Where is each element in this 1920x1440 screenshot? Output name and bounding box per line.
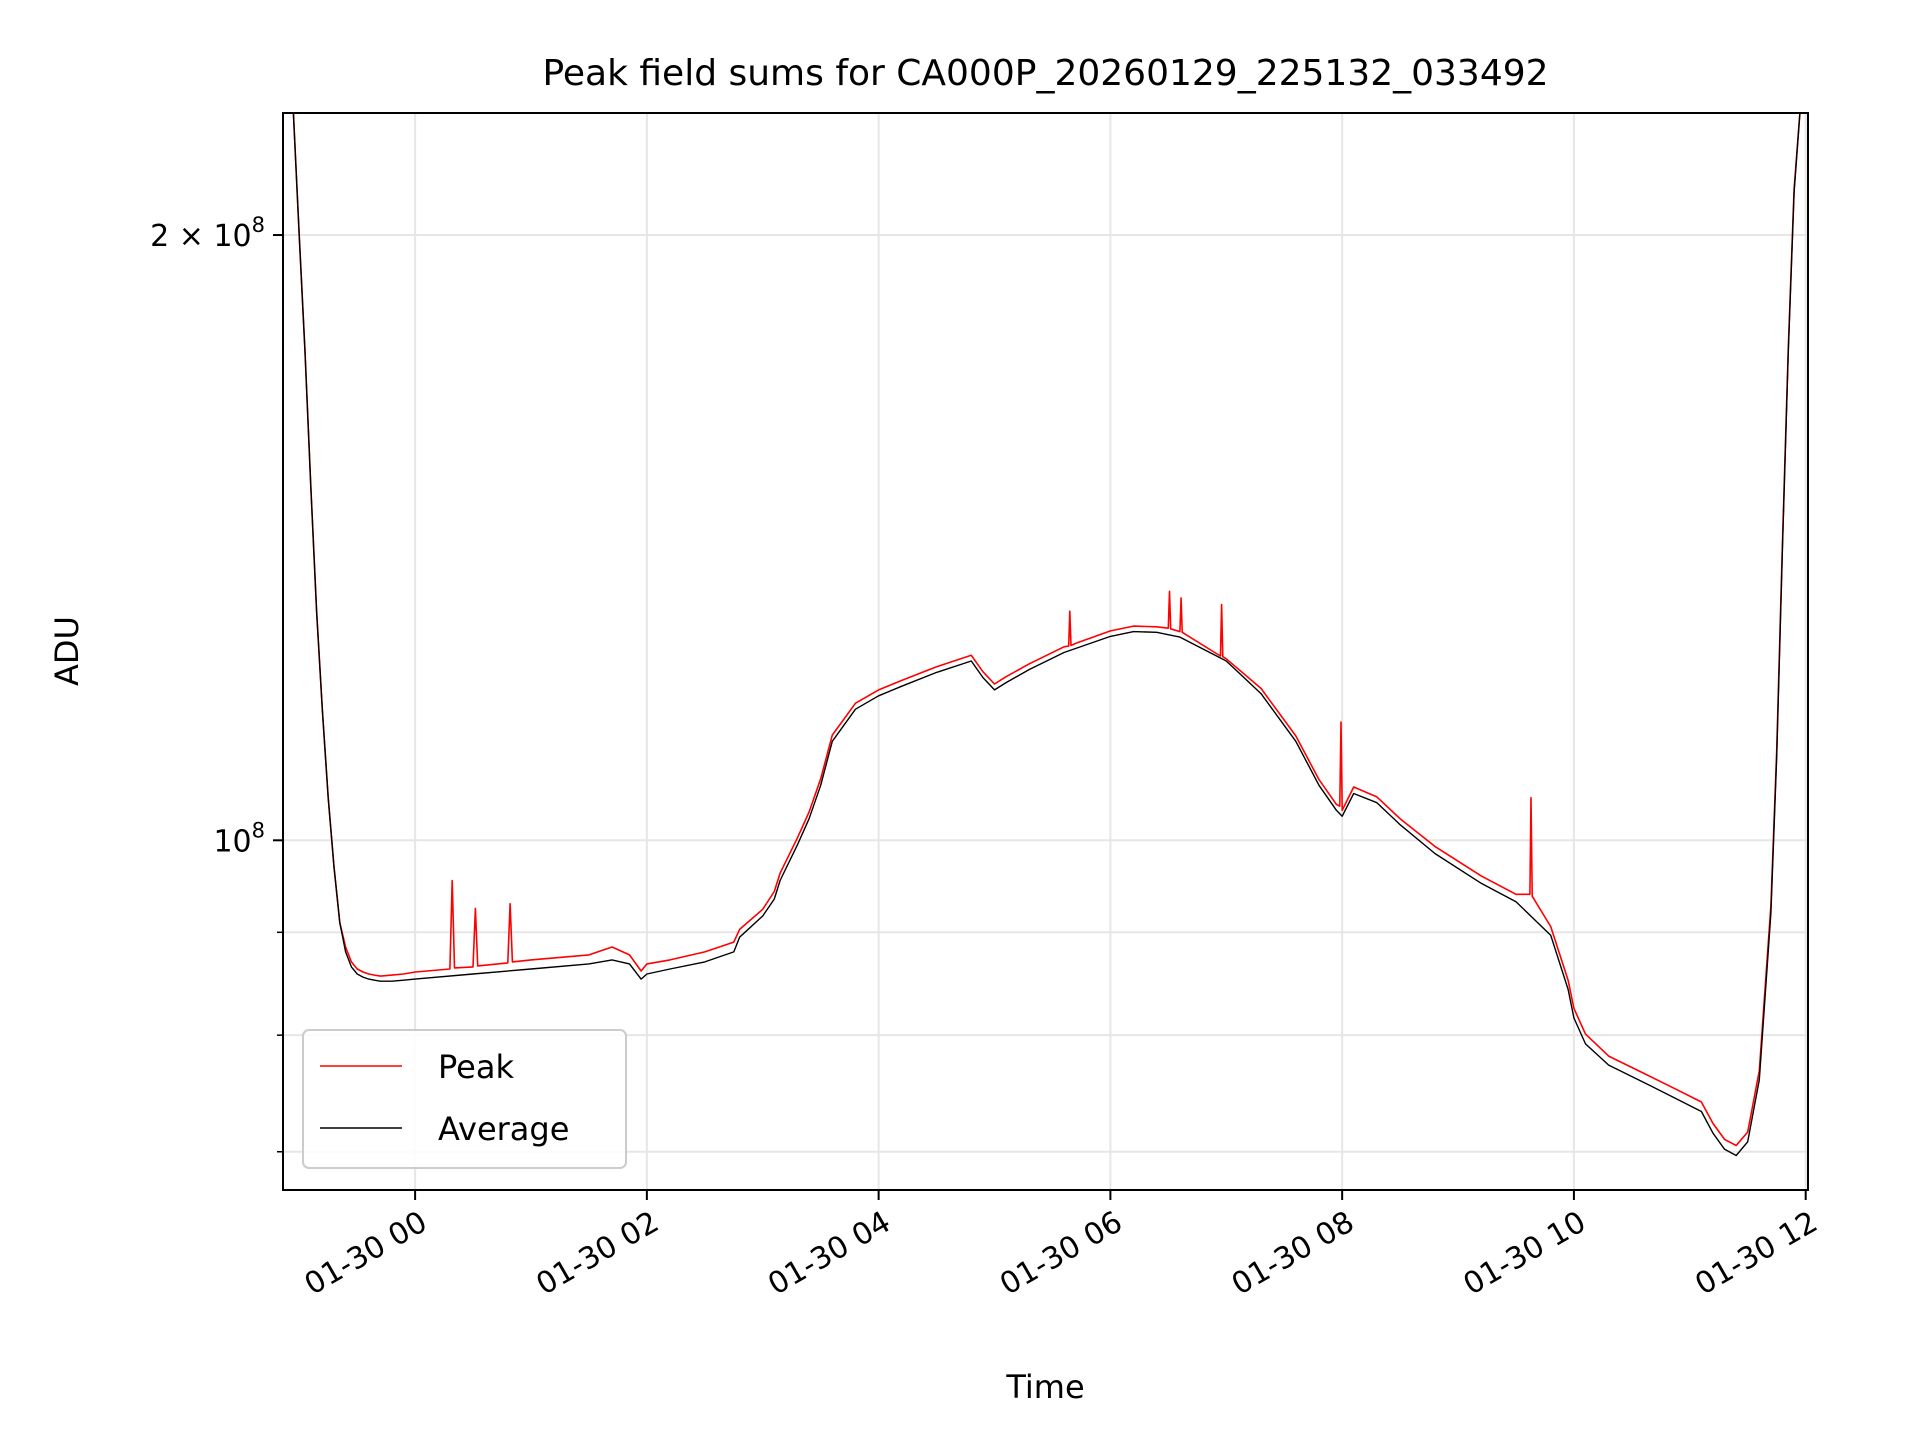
legend: Peak Average <box>302 1029 627 1169</box>
legend-peak-label: Peak <box>438 1048 514 1086</box>
series-line-average <box>292 113 1801 1157</box>
series-line-peak <box>292 113 1801 1147</box>
y-tick-label: 2 × 108 <box>150 213 265 254</box>
chart-title: Peak field sums for CA000P_20260129_2251… <box>542 53 1548 94</box>
legend-box <box>302 1029 627 1169</box>
y-tick-label: 108 <box>213 818 265 859</box>
legend-average-label: Average <box>438 1110 569 1148</box>
x-axis-label: Time <box>1005 1368 1084 1406</box>
plot-frame <box>282 112 1809 1191</box>
y-axis-label: ADU <box>48 616 86 686</box>
series-layer <box>292 113 1801 1157</box>
